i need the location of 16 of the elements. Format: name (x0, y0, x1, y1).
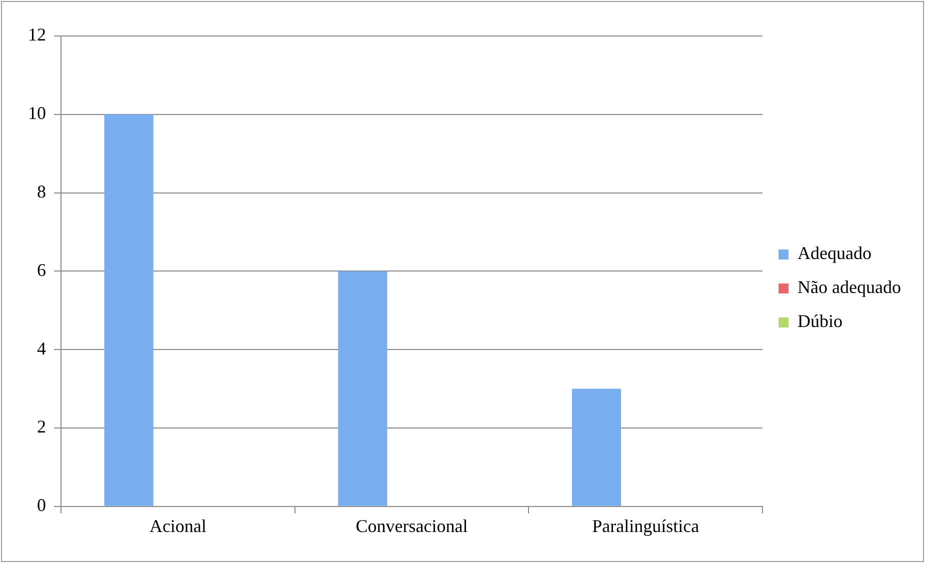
legend-label: Adequado (798, 243, 872, 264)
y-tick-label: 8 (37, 182, 46, 202)
x-tick-label: Acional (149, 516, 206, 536)
bar (338, 271, 388, 506)
x-tick-label: Conversacional (356, 516, 468, 536)
y-tick-label: 0 (37, 495, 46, 516)
bar (104, 114, 154, 506)
legend-label: Dúbio (798, 311, 843, 332)
y-tick-label: 4 (37, 338, 46, 358)
y-tick-label: 10 (28, 103, 46, 124)
x-tick-label: Paralinguística (592, 516, 700, 536)
legend-label: Não adequado (798, 277, 902, 298)
y-tick-label: 2 (37, 416, 46, 437)
y-tick-label: 6 (37, 260, 46, 280)
y-tick-label: 12 (28, 24, 46, 45)
bar (572, 388, 622, 506)
